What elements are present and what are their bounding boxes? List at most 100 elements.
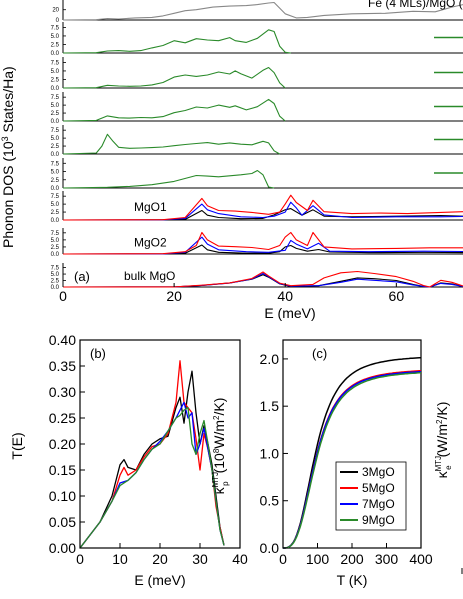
subplot-ytick-label: 7.5 xyxy=(51,60,60,66)
panel-c-xlabel: T (K) xyxy=(337,572,368,588)
dos-subplot-1: 7.5 5.0 2.5 0.0 xyxy=(51,22,463,57)
dos-series-line xyxy=(62,169,275,189)
panel-b-transmission: 0 10 20 30 40 0.00 0.05 0.10 0.15 0.20 0.25 0.30 0.3… xyxy=(9,332,248,588)
dos-subplot-0: 20 0 xyxy=(52,0,463,24)
dos-subplot-6: 7.5 5.0 2.5 0.0 MgO1 xyxy=(51,191,463,224)
panel-b-xtick-label: 0 xyxy=(76,551,84,567)
panel-a-dos: 2007.55.02.50.07.55.02.50.07.55.02.50.07… xyxy=(0,0,463,321)
subplot-ytick-label: 2.5 xyxy=(51,111,60,117)
subplot-ytick-label: 5.0 xyxy=(51,238,60,244)
panel-c-thermal-conductance: 0 100 200 300 400 0.0 0.5 1.0 1.5 2.0 (c) T (K) κ… xyxy=(211,339,433,588)
subplot-ytick-label: 0.0 xyxy=(51,218,60,224)
panel-b-xtick-label: 40 xyxy=(232,551,248,567)
subplot-ytick-label: 5.0 xyxy=(51,170,60,176)
subplot-ytick-label: 2.5 xyxy=(51,77,60,83)
dos-subplot-8: 7.55.02.50.0 bulk MgO xyxy=(51,263,463,291)
subplot-ytick-label: 0 xyxy=(56,18,60,24)
dos-series-line xyxy=(62,133,280,155)
subplot-ytick-label: 2.5 xyxy=(51,144,60,150)
panel-a-xtick-label: 60 xyxy=(389,288,405,304)
transmission-series-line xyxy=(79,406,225,549)
panel-b-ytick-label: 0.20 xyxy=(49,436,76,452)
subplot-ytick-label: 7.5 xyxy=(51,128,60,134)
panel-c-ticks: 0 100 200 300 400 0.0 0.5 1.0 1.5 2.0 xyxy=(260,351,433,567)
dos-subplot-5: 7.5 5.0 2.5 0.0 xyxy=(51,158,463,192)
panel-b-ytick-label: 0.35 xyxy=(49,358,76,374)
dos-subplot-4: 7.5 5.0 2.5 0.0 xyxy=(51,125,463,158)
panel-c-ytick-label: 1.0 xyxy=(260,445,280,461)
dos-series-line xyxy=(62,231,463,255)
subplot-ytick-label: 5.0 xyxy=(51,103,60,109)
transmission-series-line xyxy=(79,370,225,549)
subplot-ytick-label: 5.0 xyxy=(51,272,60,278)
panel-b-ytick-label: 0.10 xyxy=(49,488,76,504)
subplot-ytick-label: 20 xyxy=(52,8,59,14)
subplot-ytick-label: 0.0 xyxy=(51,285,60,291)
transmission-series-line xyxy=(79,401,225,549)
panel-b-label: (b) xyxy=(90,346,106,361)
panel-d-ylabel: κMTJe(W/m2/K) xyxy=(434,402,453,479)
dos-series-line xyxy=(62,272,463,288)
subplot-ytick-label: 2.5 xyxy=(51,245,60,251)
panel-c-xtick-label: 300 xyxy=(375,551,399,567)
panel-c-xtick-label: 200 xyxy=(340,551,364,567)
subplot-ytick-label: 0.0 xyxy=(51,186,60,192)
panel-c-series xyxy=(283,356,422,549)
panel-a-xtick-label: 20 xyxy=(166,288,182,304)
subplot-ytick-label: 0.0 xyxy=(51,252,60,258)
dos-series-line xyxy=(62,194,463,221)
subplot-label: MgO2 xyxy=(134,235,167,249)
dos-subplot-7: 7.55.02.50.0 MgO2 xyxy=(51,228,463,258)
subplot-ytick-label: 7.5 xyxy=(51,25,60,31)
subplot-ytick-label: 7.5 xyxy=(51,266,60,272)
dos-series-line xyxy=(62,244,463,255)
panel-b-xtick-label: 10 xyxy=(112,551,128,567)
dos-series-line xyxy=(62,66,286,89)
subplot-label: MgO1 xyxy=(134,200,167,214)
legend-entry: 3MgO xyxy=(362,465,395,479)
subplot-ytick-label: 5.0 xyxy=(51,69,60,75)
panel-b-ylabel: T(E) xyxy=(9,432,25,459)
subplot-ytick-label: 0.0 xyxy=(51,119,60,125)
panel-c-ylabel: κMTJp(108W/m2/K) xyxy=(211,398,230,495)
dos-series-line xyxy=(62,236,463,255)
legend-entry: 7MgO xyxy=(362,497,395,511)
dos-subplots: 2007.55.02.50.07.55.02.50.07.55.02.50.07… xyxy=(51,0,463,291)
panel-c-ytick-label: 1.5 xyxy=(260,398,280,414)
subplot-ytick-label: 0.0 xyxy=(51,51,60,57)
subplot-ytick-label: 5.0 xyxy=(51,202,60,208)
panel-b-xlabel: E (meV) xyxy=(134,572,185,588)
panel-d-partial: κMTJe(W/m2/K) xyxy=(434,402,463,574)
panel-b-ticks: 0 10 20 30 40 0.00 0.05 0.10 0.15 0.20 0.25 0.30 0.3… xyxy=(49,332,248,567)
panel-c-xtick-label: 400 xyxy=(409,551,433,567)
panel-b-ytick-label: 0.15 xyxy=(49,462,76,478)
dos-subplot-3: 7.5 5.0 2.5 0.0 xyxy=(51,92,463,125)
panel-c-label: (c) xyxy=(312,346,327,361)
dos-series-line xyxy=(62,274,463,288)
panel-c-ytick-label: 0.5 xyxy=(260,493,280,509)
panel-c-legend: 3MgO 5MgO 7MgO 9MgO xyxy=(335,461,407,531)
subplot-ytick-label: 7.5 xyxy=(51,231,60,237)
panel-b-xtick-label: 20 xyxy=(152,551,168,567)
subplot-ytick-label: 0.0 xyxy=(51,86,60,92)
conductance-series-line xyxy=(283,372,421,549)
panel-a-label: (a) xyxy=(74,269,90,284)
panel-b-ytick-label: 0.40 xyxy=(49,332,76,348)
panel-b-series xyxy=(79,360,225,549)
panel-c-xtick-label: 100 xyxy=(306,551,330,567)
legend-box xyxy=(335,461,407,531)
panel-c-ytick-label: 0.0 xyxy=(260,540,280,556)
panel-b-ytick-label: 0.25 xyxy=(49,410,76,426)
panel-b-ytick-label: 0.00 xyxy=(49,540,76,556)
subplot-ytick-label: 2.5 xyxy=(51,210,60,216)
panel-a-top-title: Fe (4 MLs)/MgO (5 xyxy=(368,0,463,10)
panel-b-ytick-label: 0.05 xyxy=(49,514,76,530)
panel-b-xtick-label: 30 xyxy=(192,551,208,567)
dos-series-line xyxy=(62,98,286,122)
dos-series-line xyxy=(62,29,291,54)
dos-series-line xyxy=(62,201,463,221)
subplot-ytick-label: 5.0 xyxy=(51,136,60,142)
panel-a-xlabel: E (meV) xyxy=(264,305,315,321)
panel-a-xtick-label: 40 xyxy=(277,288,293,304)
dos-series-line xyxy=(62,270,463,288)
